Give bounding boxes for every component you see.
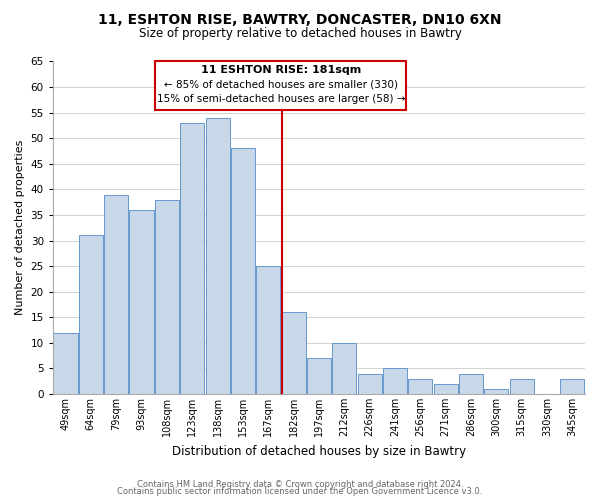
FancyBboxPatch shape [155,62,406,110]
Text: Size of property relative to detached houses in Bawtry: Size of property relative to detached ho… [139,28,461,40]
Bar [53,332,77,394]
Bar [332,343,356,394]
Bar [307,358,331,394]
Text: ← 85% of detached houses are smaller (330): ← 85% of detached houses are smaller (33… [164,80,398,90]
Bar [560,378,584,394]
Text: Contains public sector information licensed under the Open Government Licence v3: Contains public sector information licen… [118,488,482,496]
Bar [358,374,382,394]
Bar [155,200,179,394]
X-axis label: Distribution of detached houses by size in Bawtry: Distribution of detached houses by size … [172,444,466,458]
Bar [383,368,407,394]
Bar [231,148,255,394]
Bar [408,378,433,394]
Text: 11 ESHTON RISE: 181sqm: 11 ESHTON RISE: 181sqm [201,65,361,75]
Bar [459,374,483,394]
Bar [509,378,533,394]
Y-axis label: Number of detached properties: Number of detached properties [15,140,25,316]
Bar [104,194,128,394]
Bar [434,384,458,394]
Text: 15% of semi-detached houses are larger (58) →: 15% of semi-detached houses are larger (… [157,94,405,104]
Text: Contains HM Land Registry data © Crown copyright and database right 2024.: Contains HM Land Registry data © Crown c… [137,480,463,489]
Bar [256,266,280,394]
Bar [206,118,230,394]
Bar [130,210,154,394]
Bar [281,312,305,394]
Bar [484,389,508,394]
Text: 11, ESHTON RISE, BAWTRY, DONCASTER, DN10 6XN: 11, ESHTON RISE, BAWTRY, DONCASTER, DN10… [98,12,502,26]
Bar [180,123,204,394]
Bar [79,236,103,394]
